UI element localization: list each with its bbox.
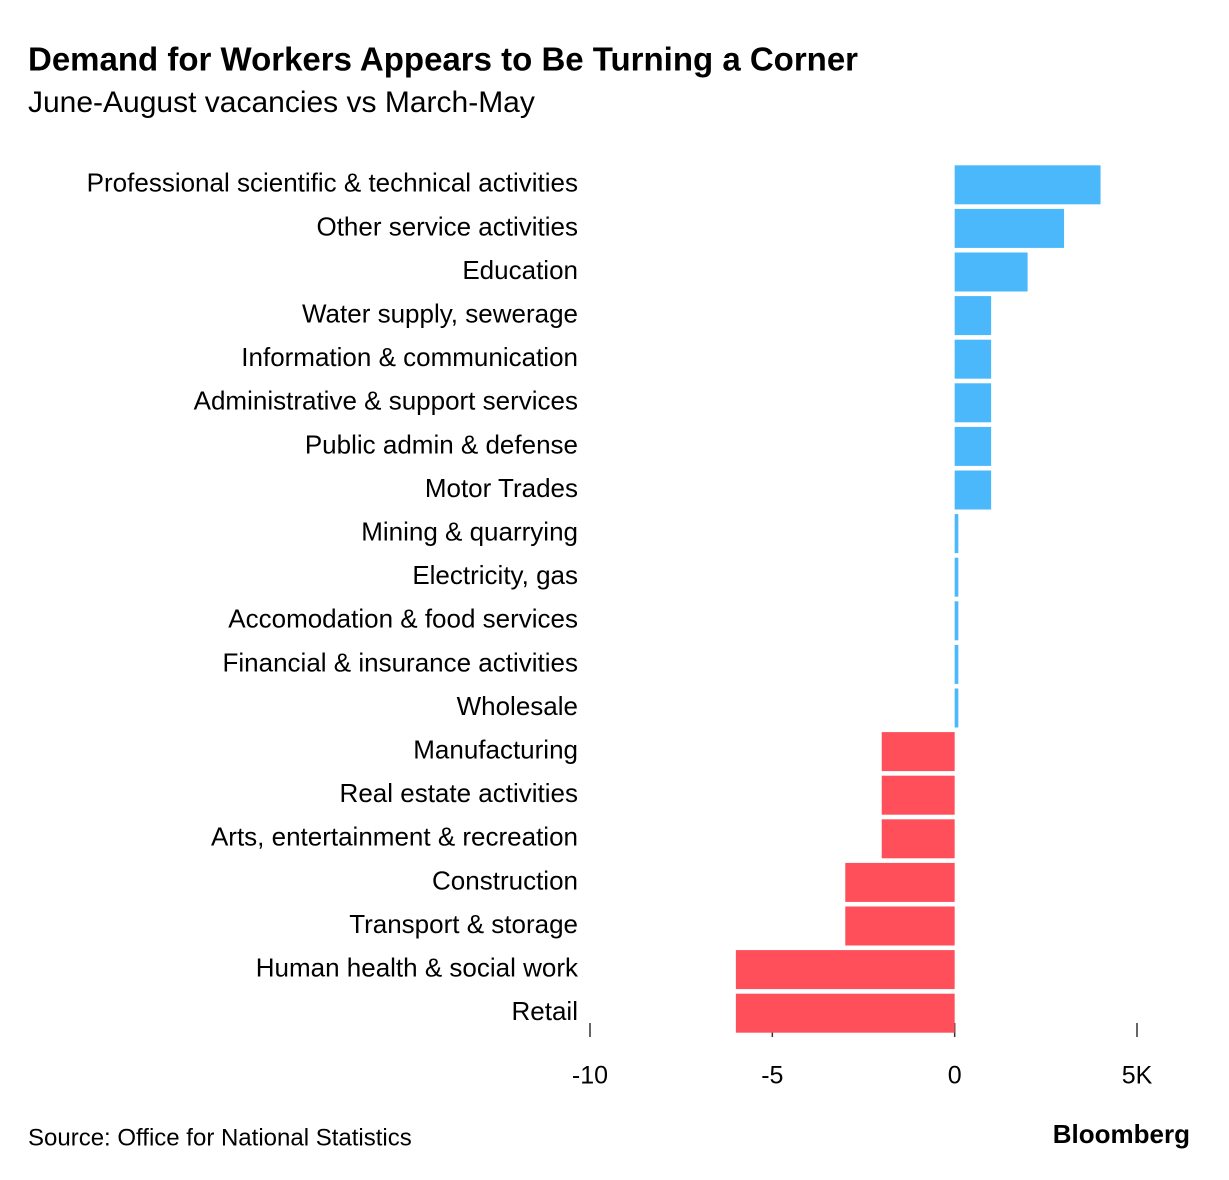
bar: [954, 426, 992, 466]
y-tick-label: Financial & insurance activities: [223, 647, 579, 677]
x-tick-label: 5K: [1122, 1062, 1153, 1090]
bar: [735, 950, 955, 990]
y-tick-label: Electricity, gas: [412, 560, 578, 590]
bar: [954, 688, 959, 728]
y-tick-label: Motor Trades: [425, 473, 578, 503]
bar: [954, 383, 992, 423]
bar: [845, 906, 955, 946]
bar: [735, 993, 955, 1033]
x-tick-label: -5: [761, 1062, 783, 1090]
bar: [954, 514, 959, 554]
bar: [881, 775, 955, 815]
y-tick-label: Other service activities: [316, 211, 578, 241]
y-tick-label: Information & communication: [241, 342, 578, 372]
y-tick-label: Real estate activities: [340, 778, 578, 808]
y-tick-label: Water supply, sewerage: [302, 298, 578, 328]
bar: [954, 339, 992, 379]
y-tick-label: Accomodation & food services: [228, 604, 578, 634]
y-tick-label: Arts, entertainment & recreation: [211, 822, 578, 852]
y-tick-label: Human health & social work: [256, 952, 579, 982]
bar: [954, 296, 992, 336]
bar: [845, 862, 955, 902]
x-tick-label: -10: [572, 1062, 608, 1090]
bar: [881, 819, 955, 859]
chart-subtitle: June-August vacancies vs March-May: [28, 86, 535, 119]
brand: Bloomberg: [1053, 1119, 1190, 1149]
bar: [954, 252, 1028, 292]
y-tick-label: Public admin & defense: [305, 429, 578, 459]
y-tick-label: Construction: [432, 865, 578, 895]
source: Source: Office for National Statistics: [28, 1124, 412, 1151]
bar: [954, 165, 1101, 205]
y-tick-label: Mining & quarrying: [361, 516, 578, 546]
y-tick-label: Administrative & support services: [194, 386, 578, 416]
y-tick-label: Wholesale: [457, 691, 578, 721]
bar: [954, 208, 1065, 248]
bar: [881, 732, 955, 772]
y-tick-label: Education: [462, 255, 578, 285]
x-tick-label: 0: [948, 1062, 962, 1090]
bar: [954, 644, 959, 684]
y-tick-label: Transport & storage: [349, 909, 578, 939]
bar: [954, 470, 992, 510]
bar: [954, 601, 959, 641]
y-tick-label: Manufacturing: [413, 734, 578, 764]
chart-title: Demand for Workers Appears to Be Turning…: [28, 41, 858, 78]
bar: [954, 557, 959, 597]
y-tick-label: Retail: [512, 996, 578, 1026]
y-tick-label: Professional scientific & technical acti…: [87, 168, 578, 198]
